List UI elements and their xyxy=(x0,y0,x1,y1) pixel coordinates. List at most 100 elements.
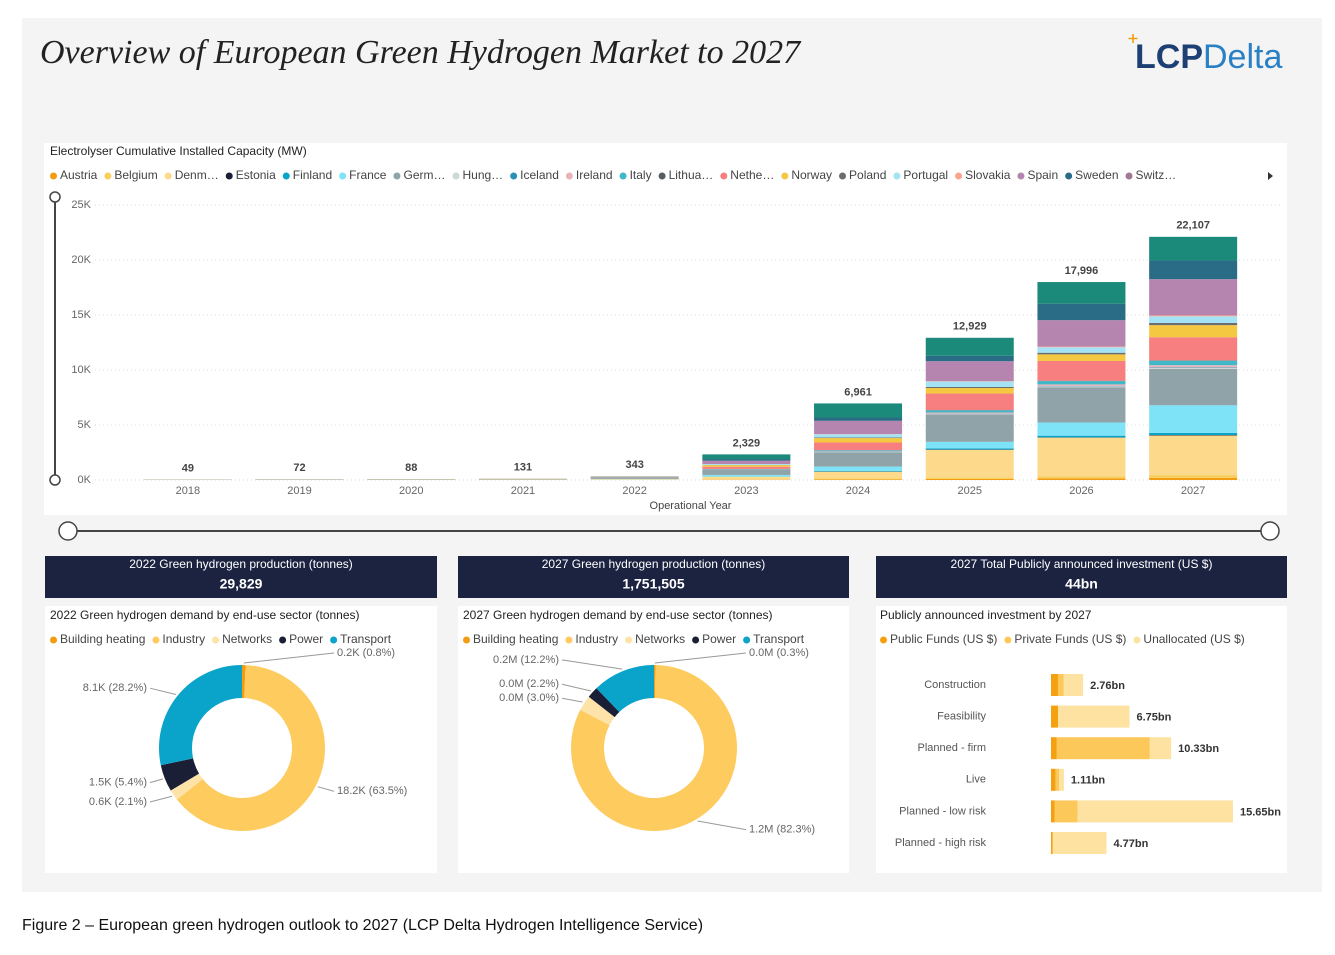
legend-label[interactable]: Power xyxy=(289,632,323,646)
bar-segment xyxy=(814,417,903,421)
kpi-value: 44bn xyxy=(1065,576,1098,592)
bar-segment xyxy=(1149,316,1238,323)
legend-label[interactable]: Nethe… xyxy=(730,168,774,182)
x-tick-label: 2027 xyxy=(1181,485,1205,497)
bar-segment xyxy=(1037,347,1126,353)
legend-label[interactable]: Transport xyxy=(753,632,805,646)
y-slider-handle[interactable] xyxy=(49,474,61,486)
kpi-card xyxy=(876,556,1287,598)
legend-label[interactable]: Iceland xyxy=(520,168,559,182)
bar-segment xyxy=(1051,832,1053,854)
legend-label[interactable]: Spain xyxy=(1027,168,1058,182)
bar-segment xyxy=(925,449,1014,478)
legend-label[interactable]: Poland xyxy=(849,168,886,182)
legend-scroll-arrow[interactable] xyxy=(1268,172,1273,180)
x-tick-label: 2024 xyxy=(846,485,870,497)
legend-label[interactable]: Portugal xyxy=(903,168,948,182)
legend-label[interactable]: Norway xyxy=(791,168,832,182)
bar-segment xyxy=(702,465,791,467)
data-label: 0.0M (0.3%) xyxy=(749,647,809,659)
leader-line xyxy=(243,652,335,664)
total-label: 15.65bn xyxy=(1240,806,1281,818)
x-axis-title: Operational Year xyxy=(650,500,732,512)
legend-label[interactable]: Building heating xyxy=(473,632,558,646)
legend-label[interactable]: Austria xyxy=(60,168,98,182)
logo: LCPDelta xyxy=(1135,38,1282,76)
legend-marker xyxy=(880,636,887,644)
legend-label[interactable]: Germ… xyxy=(403,168,445,182)
legend-label[interactable]: Ireland xyxy=(576,168,613,182)
legend-marker xyxy=(50,636,57,644)
legend-label[interactable]: Industry xyxy=(162,632,205,646)
legend-label[interactable]: Belgium xyxy=(114,168,157,182)
chart-title: 2027 Green hydrogen demand by end-use se… xyxy=(463,608,773,622)
bar-segment xyxy=(1051,705,1058,728)
bar-segment xyxy=(1077,800,1233,823)
bar-segment xyxy=(1037,476,1126,479)
bar-segment xyxy=(590,479,679,480)
donut-slice xyxy=(596,665,654,712)
leader-line xyxy=(561,697,583,703)
bar-segment xyxy=(478,478,567,480)
logo-plus xyxy=(1128,34,1138,43)
legend-label[interactable]: Private Funds (US $) xyxy=(1014,632,1126,646)
legend-label[interactable]: Unallocated (US $) xyxy=(1143,632,1244,646)
legend-label[interactable]: Building heating xyxy=(60,632,145,646)
legend-label[interactable]: Transport xyxy=(340,632,392,646)
legend-label[interactable]: Finland xyxy=(293,168,332,182)
legend-label[interactable]: Slovakia xyxy=(965,168,1011,182)
bar-segment xyxy=(702,476,791,480)
legend-label[interactable]: Estonia xyxy=(236,168,276,182)
legend-marker xyxy=(565,172,573,180)
legend-label[interactable]: Sweden xyxy=(1075,168,1118,182)
bar-segment xyxy=(1056,737,1150,760)
total-label: 1.11bn xyxy=(1071,775,1106,787)
bar-segment xyxy=(1037,303,1126,321)
legend-label[interactable]: Industry xyxy=(575,632,618,646)
total-label: 2,329 xyxy=(733,437,761,449)
legend-label[interactable]: Networks xyxy=(222,632,272,646)
bar-segment xyxy=(1149,315,1238,317)
legend-label[interactable]: Switz… xyxy=(1136,168,1177,182)
y-tick-label: Construction xyxy=(924,679,986,691)
bar-segment xyxy=(925,477,1014,479)
x-slider-handle[interactable] xyxy=(58,521,78,541)
bar-segment xyxy=(925,361,1014,381)
bar-segment xyxy=(1037,282,1126,304)
bar-segment xyxy=(1149,322,1238,326)
legend-marker xyxy=(152,636,160,644)
y-tick-label: 15K xyxy=(71,309,91,321)
leader-line xyxy=(654,652,747,664)
x-slider-handle[interactable] xyxy=(1260,521,1280,541)
bar-segment xyxy=(702,474,791,477)
bar-segment xyxy=(1063,674,1084,696)
bar-segment xyxy=(925,414,1014,442)
chart-title: 2022 Green hydrogen demand by end-use se… xyxy=(50,608,360,622)
legend-label[interactable]: Italy xyxy=(630,168,652,182)
legend-label[interactable]: France xyxy=(349,168,387,182)
legend-label[interactable]: Lithua… xyxy=(669,168,714,182)
x-tick-label: 2018 xyxy=(176,485,200,497)
legend-label[interactable]: Hung… xyxy=(462,168,503,182)
y-slider-handle[interactable] xyxy=(49,191,61,203)
total-label: 12,929 xyxy=(953,321,987,333)
legend-label[interactable]: Public Funds (US $) xyxy=(890,632,997,646)
total-label: 131 xyxy=(514,461,532,473)
donut-slice xyxy=(654,665,656,699)
legend-marker xyxy=(225,172,233,180)
legend-marker xyxy=(164,172,172,180)
bar-segment xyxy=(814,450,903,452)
dashboard-title: Overview of European Green Hydrogen Mark… xyxy=(40,34,802,71)
legend-label[interactable]: Networks xyxy=(635,632,685,646)
x-tick-label: 2019 xyxy=(287,485,311,497)
bar-segment xyxy=(1149,365,1238,368)
x-tick-label: 2023 xyxy=(734,485,758,497)
leader-line xyxy=(317,786,335,792)
bar-segment xyxy=(1051,674,1058,696)
bar-segment xyxy=(925,441,1014,449)
legend-marker xyxy=(1004,636,1012,644)
legend-label[interactable]: Denm… xyxy=(175,168,219,182)
legend-label[interactable]: Power xyxy=(702,632,736,646)
data-label: 0.0M (2.2%) xyxy=(499,678,559,690)
